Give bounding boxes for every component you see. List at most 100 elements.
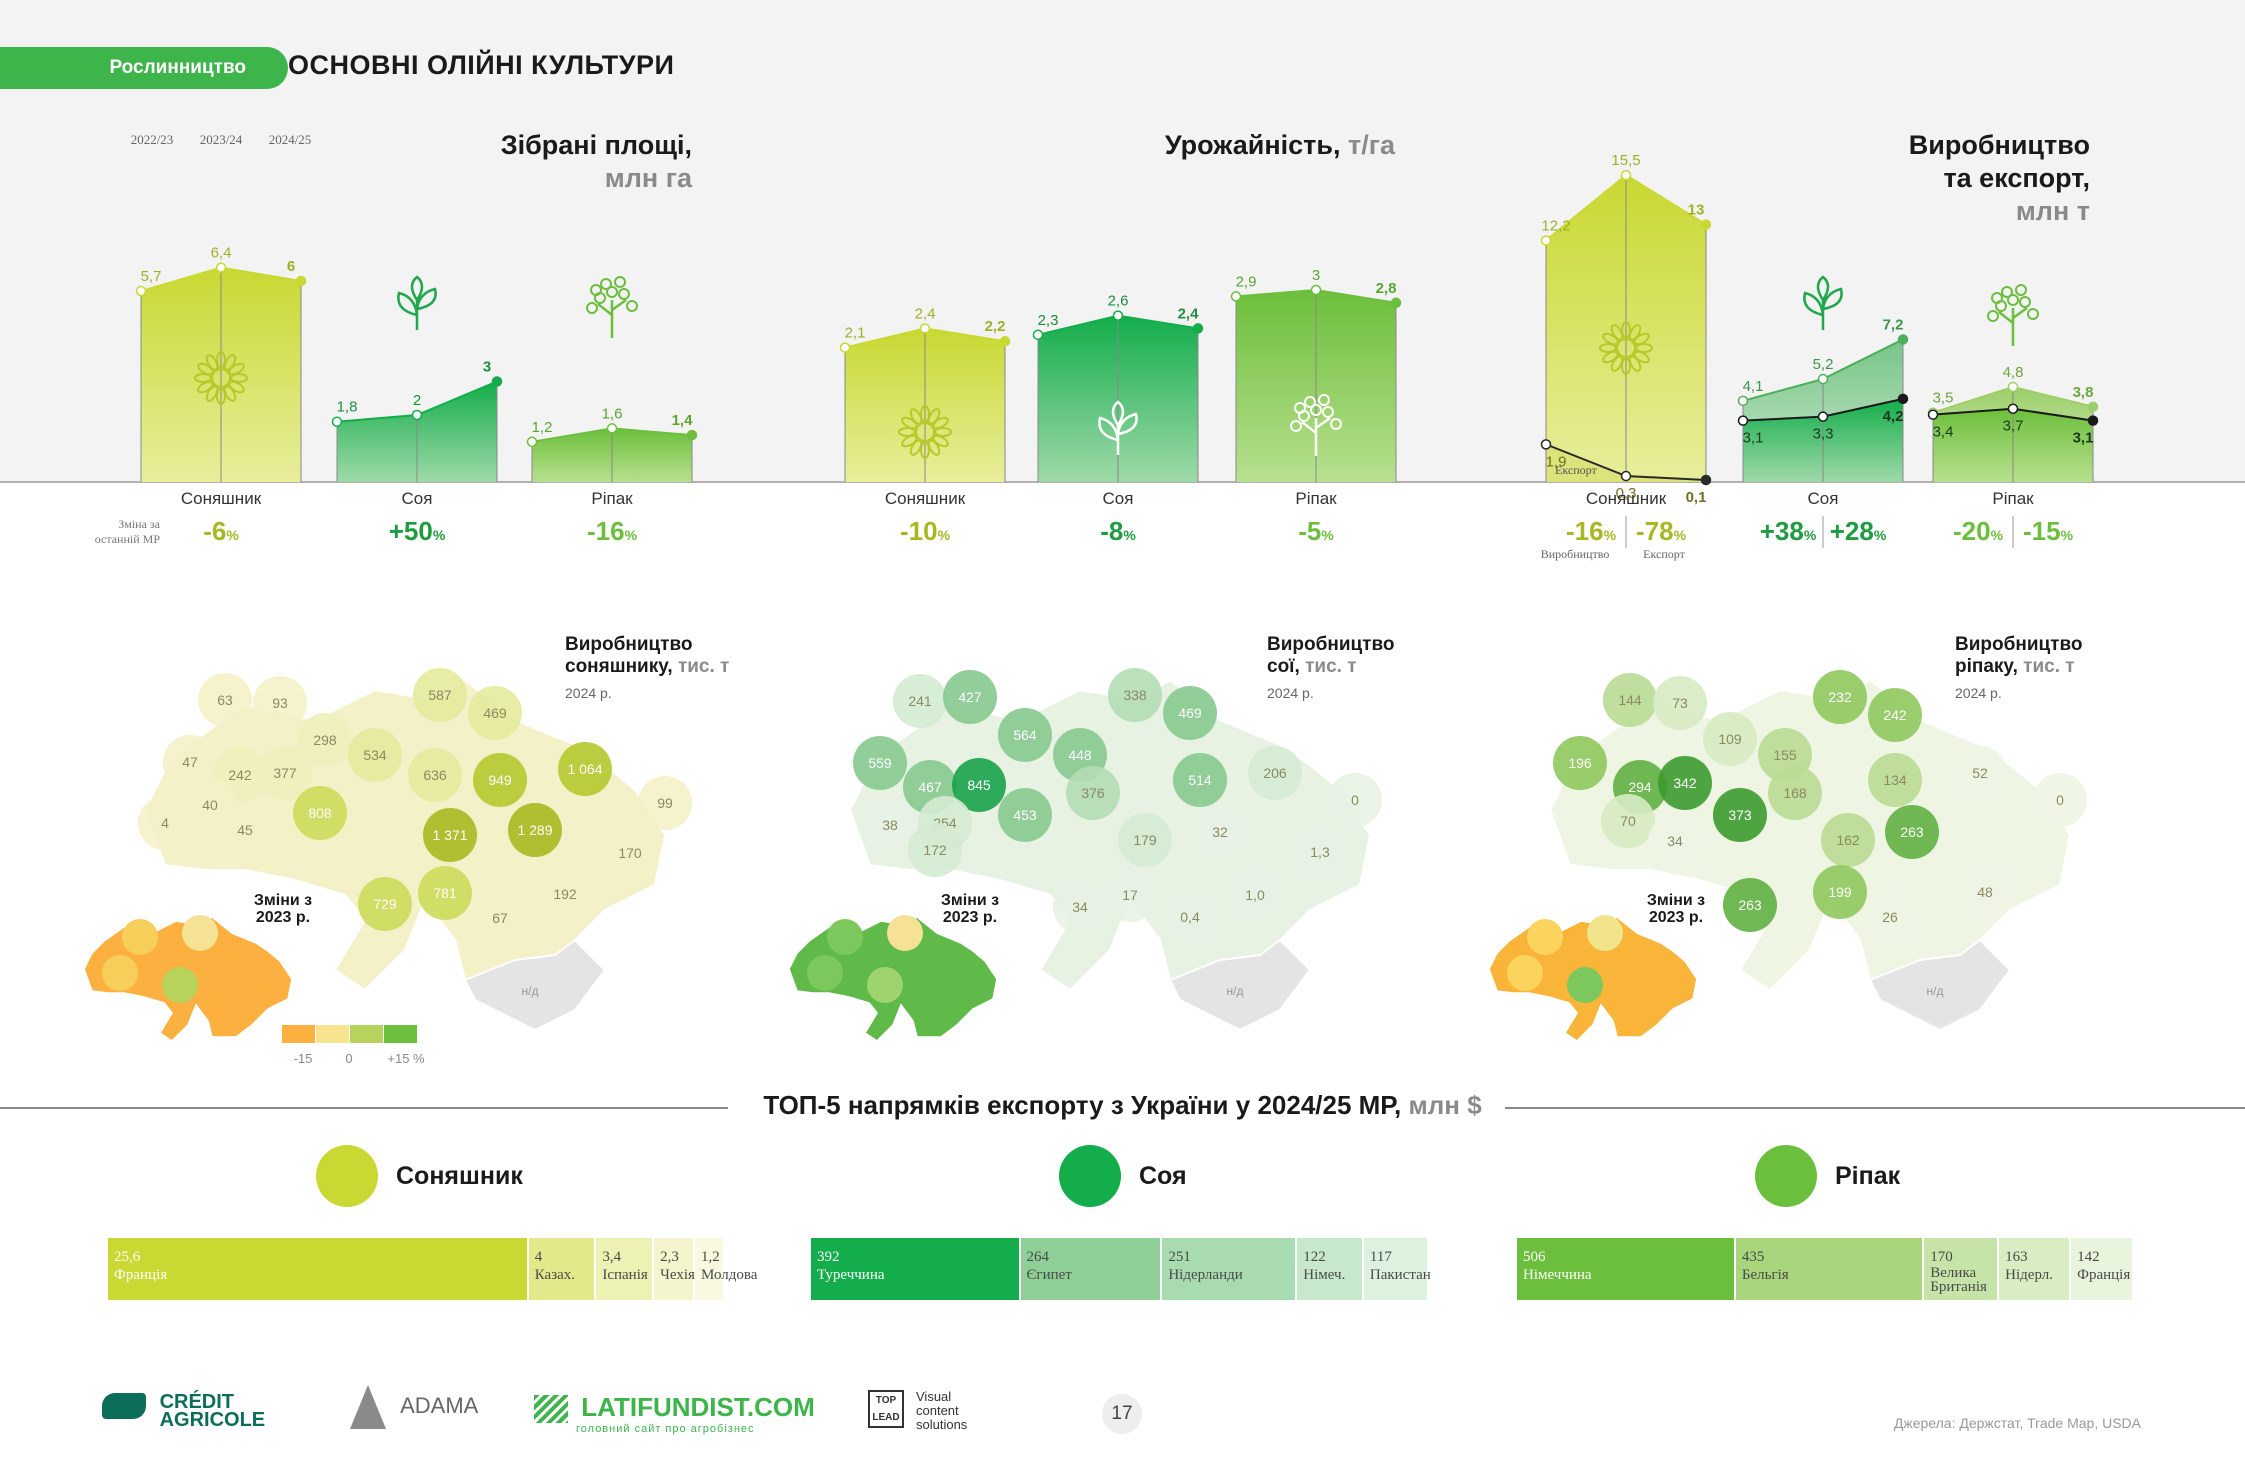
region-shape[interactable] bbox=[2033, 773, 2087, 827]
yield-title-unit: т/га bbox=[1348, 130, 1395, 160]
region-shape[interactable] bbox=[1293, 825, 1347, 879]
region-shape[interactable] bbox=[1713, 788, 1767, 842]
region-shape[interactable] bbox=[1953, 746, 2007, 800]
region-value: 199 bbox=[1828, 884, 1852, 900]
map-title-2: сої, bbox=[1267, 656, 1300, 677]
prod-rapeseed-value-label: 4,8 bbox=[2003, 364, 2024, 381]
export-bar-segment: 142 Франція bbox=[2071, 1238, 2132, 1300]
yield-soy-point bbox=[1112, 310, 1124, 321]
region-shape[interactable] bbox=[1723, 878, 1777, 932]
region-shape[interactable] bbox=[1163, 890, 1217, 944]
change-value: -6% bbox=[203, 516, 239, 546]
export-bar-country: Пакистан bbox=[1369, 1267, 1431, 1283]
export-bar-segment: 3,4 Іспанія bbox=[596, 1238, 653, 1300]
region-shape[interactable] bbox=[1328, 773, 1382, 827]
region-shape[interactable] bbox=[908, 823, 962, 877]
region-shape[interactable] bbox=[1163, 686, 1217, 740]
region-shape[interactable] bbox=[418, 866, 472, 920]
mini-map-region bbox=[102, 955, 138, 991]
region-shape[interactable] bbox=[1958, 865, 2012, 919]
map-title-year: 2024 р. bbox=[565, 685, 612, 701]
region-shape[interactable] bbox=[998, 788, 1052, 842]
region-shape[interactable] bbox=[1863, 890, 1917, 944]
change-value: -15% bbox=[2023, 516, 2074, 546]
region-shape[interactable] bbox=[1768, 766, 1822, 820]
region-shape[interactable] bbox=[198, 673, 252, 727]
legend-swatch bbox=[384, 1025, 417, 1043]
export-sunflower-point bbox=[1540, 439, 1552, 450]
region-shape[interactable] bbox=[138, 796, 192, 850]
region-shape[interactable] bbox=[473, 891, 527, 945]
region-shape[interactable] bbox=[473, 753, 527, 807]
region-shape[interactable] bbox=[253, 676, 307, 730]
region-shape[interactable] bbox=[1118, 813, 1172, 867]
export-bar-segment: 170 Велика Британія bbox=[1924, 1238, 1998, 1300]
region-shape[interactable] bbox=[163, 735, 217, 789]
region-shape[interactable] bbox=[293, 786, 347, 840]
region-shape[interactable] bbox=[943, 670, 997, 724]
adama-text: ADAMA bbox=[400, 1392, 479, 1418]
region-value: 298 bbox=[313, 732, 337, 748]
adama-logo[interactable]: ADAMA bbox=[350, 1385, 478, 1429]
region-shape[interactable] bbox=[1601, 794, 1655, 848]
region-shape[interactable] bbox=[558, 742, 612, 796]
region-shape[interactable] bbox=[1885, 805, 1939, 859]
latifundist-text: LATIFUNDIST.COM bbox=[581, 1392, 815, 1422]
region-shape[interactable] bbox=[1108, 668, 1162, 722]
region-shape[interactable] bbox=[1813, 865, 1867, 919]
region-shape[interactable] bbox=[1193, 805, 1247, 859]
region-shape[interactable] bbox=[893, 674, 947, 728]
region-shape[interactable] bbox=[1821, 813, 1875, 867]
region-shape[interactable] bbox=[1653, 676, 1707, 730]
map-soy: н/д 241 427 559 467 845 564 448 338 469 514 206 0 38 2… bbox=[788, 668, 1382, 1043]
region-shape[interactable] bbox=[258, 746, 312, 800]
region-shape[interactable] bbox=[413, 668, 467, 722]
region-shape[interactable] bbox=[468, 686, 522, 740]
region-shape[interactable] bbox=[298, 713, 352, 767]
region-shape[interactable] bbox=[1648, 814, 1702, 868]
region-shape[interactable] bbox=[1658, 756, 1712, 810]
latifundist-logo[interactable]: LATIFUNDIST.COM головний сайт про агробі… bbox=[534, 1392, 815, 1435]
region-value: 34 bbox=[1667, 833, 1683, 849]
region-shape[interactable] bbox=[638, 776, 692, 830]
region-shape[interactable] bbox=[1173, 753, 1227, 807]
region-shape[interactable] bbox=[1248, 746, 1302, 800]
toplead-logo[interactable]: TOP LEAD Visual content solutions bbox=[868, 1390, 976, 1432]
region-value: 263 bbox=[1900, 824, 1924, 840]
changes-label-3: Зміни з 2023 р. bbox=[1646, 892, 1706, 926]
region-shape[interactable] bbox=[218, 803, 272, 857]
region-value: 1,0 bbox=[1245, 887, 1265, 903]
export-bar-country: Нідерланди bbox=[1168, 1267, 1243, 1283]
region-shape[interactable] bbox=[1228, 868, 1282, 922]
region-shape[interactable] bbox=[1868, 688, 1922, 742]
region-shape[interactable] bbox=[538, 867, 592, 921]
export-soy-value-label: 4,2 bbox=[1883, 408, 1904, 425]
export-bar-country: Німеч. bbox=[1303, 1267, 1346, 1283]
region-shape[interactable] bbox=[1066, 766, 1120, 820]
region-shape[interactable] bbox=[508, 803, 562, 857]
export-bar-country: Молдова bbox=[701, 1267, 758, 1283]
rapeseed-icon bbox=[1755, 1145, 1817, 1207]
region-shape[interactable] bbox=[423, 808, 477, 862]
region-shape[interactable] bbox=[998, 708, 1052, 762]
top5-head-sunflower: Соняшник bbox=[316, 1145, 523, 1207]
region-shape[interactable] bbox=[358, 877, 412, 931]
region-shape[interactable] bbox=[1703, 712, 1757, 766]
region-shape[interactable] bbox=[863, 798, 917, 852]
region-value: 427 bbox=[958, 689, 982, 705]
region-shape[interactable] bbox=[348, 728, 402, 782]
region-shape[interactable] bbox=[603, 826, 657, 880]
region-shape[interactable] bbox=[853, 736, 907, 790]
region-value: 0 bbox=[1351, 792, 1359, 808]
region-shape[interactable] bbox=[1868, 753, 1922, 807]
region-shape[interactable] bbox=[1813, 670, 1867, 724]
region-shape[interactable] bbox=[1603, 673, 1657, 727]
map-title-1: Виробництво bbox=[1955, 634, 2083, 655]
region-shape[interactable] bbox=[1103, 868, 1157, 922]
credit-agricole-logo[interactable]: CRÉDIT AGRICOLE bbox=[102, 1392, 278, 1430]
region-shape[interactable] bbox=[408, 748, 462, 802]
region-shape[interactable] bbox=[1553, 736, 1607, 790]
region-shape[interactable] bbox=[1053, 880, 1107, 934]
change-legend: -15 0 +15 % bbox=[282, 1025, 425, 1066]
region-shape[interactable] bbox=[952, 758, 1006, 812]
